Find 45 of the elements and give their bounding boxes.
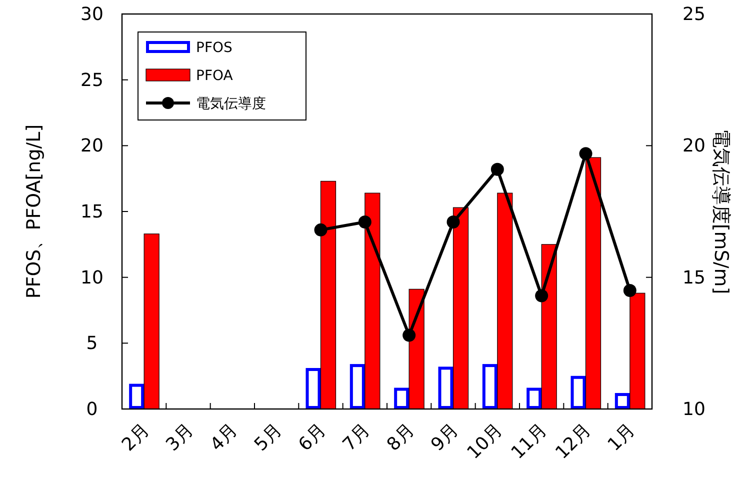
y-tick-label: 30 <box>80 4 104 25</box>
x-tick-label: 10月 <box>463 420 507 464</box>
y-tick-label: 10 <box>80 267 104 288</box>
point <box>623 284 636 297</box>
bar <box>129 384 144 409</box>
y-axis-title: PFOS、PFOA[ng/L] <box>23 124 45 299</box>
point <box>314 223 328 236</box>
bar <box>482 364 498 409</box>
point <box>579 147 592 160</box>
x-tick-label: 11月 <box>507 420 552 464</box>
x-tick-label: 9月 <box>427 420 463 456</box>
x-tick-label: 12月 <box>552 420 596 464</box>
point <box>358 216 372 229</box>
bar <box>614 393 630 409</box>
bar <box>350 364 365 409</box>
x-tick-label: 7月 <box>338 420 374 456</box>
x-tick-label: 2月 <box>118 420 154 456</box>
x-tick-label: 3月 <box>162 420 198 456</box>
bar <box>570 376 586 409</box>
bar <box>306 368 321 409</box>
y2-tick-label: 10 <box>682 399 706 420</box>
y-tick-label: 15 <box>80 202 104 222</box>
y-tick-label: 20 <box>80 136 104 157</box>
bar <box>438 366 454 409</box>
y-tick-label: 0 <box>86 399 98 420</box>
bar <box>394 388 410 409</box>
x-tick-label: 1月 <box>604 420 640 456</box>
y-tick-label: 25 <box>80 70 104 91</box>
x-tick-label: 5月 <box>250 420 286 456</box>
y2-tick-label: 20 <box>682 136 706 157</box>
legend-label: PFOS <box>196 40 233 56</box>
y2-tick-label: 25 <box>682 4 706 25</box>
x-tick-label: 6月 <box>294 420 330 456</box>
legend-label: PFOA <box>196 68 234 84</box>
x-tick-label: 8月 <box>382 420 419 456</box>
y2-tick-label: 15 <box>682 267 706 288</box>
legend-label: 電気伝導度 <box>196 96 266 112</box>
y2-axis-title: 電気伝導度[mS/m] <box>710 128 732 294</box>
bar <box>526 388 542 409</box>
y-tick-label: 5 <box>86 333 98 354</box>
point <box>490 162 504 176</box>
point <box>446 216 460 229</box>
point <box>402 328 416 342</box>
x-tick-label: 4月 <box>206 420 242 456</box>
point <box>535 289 548 302</box>
